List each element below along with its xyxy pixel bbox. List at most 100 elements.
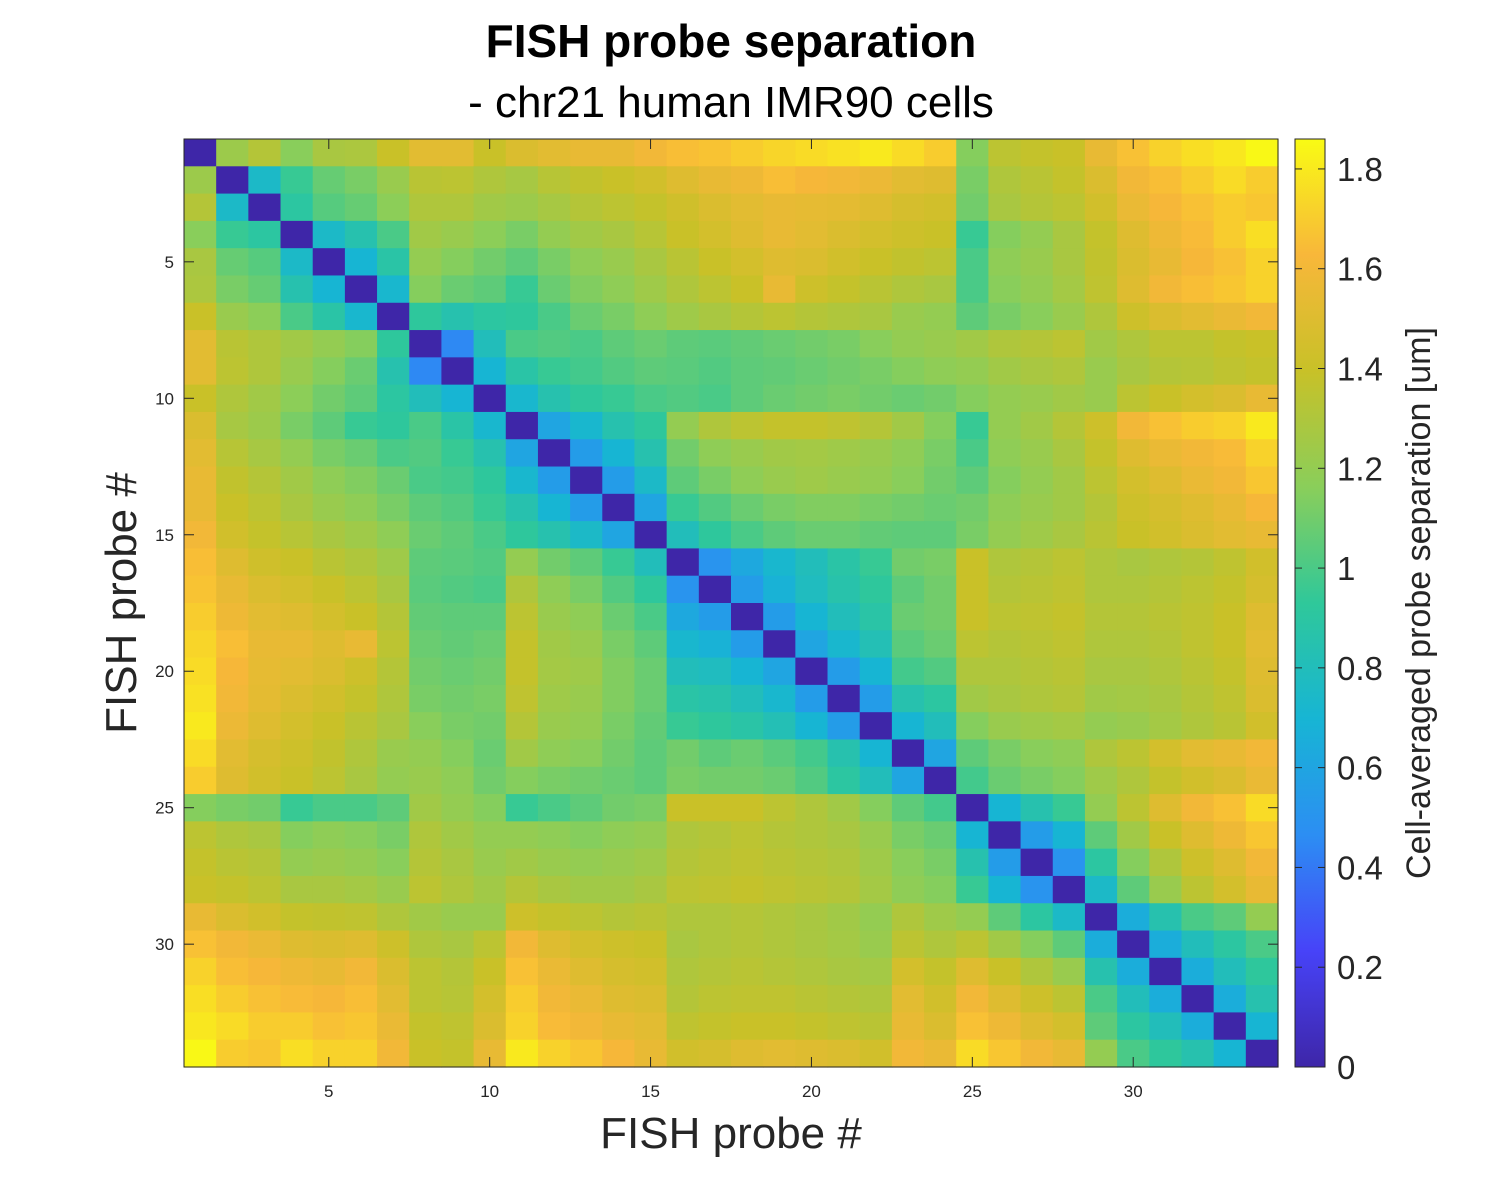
heatmap-cell [570,657,603,686]
heatmap-cell [1020,139,1054,167]
heatmap-cell [731,139,764,167]
heatmap-cell [795,712,829,741]
heatmap-cell [666,766,700,795]
heatmap-cell [763,739,796,768]
heatmap-cell [634,302,668,331]
heatmap-cell [859,794,893,822]
heatmap-cell [248,248,282,277]
heatmap-cell [859,766,893,795]
heatmap-cell [1213,139,1247,167]
heatmap-cell [859,411,893,440]
heatmap-cell [1149,521,1183,550]
heatmap-cell [1181,985,1215,1014]
heatmap-cell [473,384,507,413]
heatmap-cell [570,357,603,386]
heatmap-cell [1020,766,1054,795]
heatmap-cell [1117,302,1150,331]
heatmap-cell [602,1039,636,1068]
heatmap-cell [344,657,378,686]
heatmap-cell [1020,466,1054,495]
heatmap-cell [537,657,571,686]
heatmap-cell [924,821,957,850]
heatmap-cell [1117,193,1150,222]
heatmap-cell [1181,166,1215,195]
heatmap-cell [1052,603,1086,631]
heatmap-cell [409,848,443,877]
heatmap-cell [763,821,796,850]
heatmap-cell [1181,875,1215,904]
heatmap-cell [1020,193,1054,222]
heatmap-cell [891,575,925,604]
heatmap-cell [312,821,346,850]
heatmap-cell [248,794,282,822]
heatmap-cell [859,220,893,249]
heatmap-cell [312,985,346,1014]
heatmap-cell [666,439,700,468]
heatmap-cell [859,275,893,304]
heatmap-cell [280,766,314,795]
heatmap-cell [441,930,475,959]
heatmap-cell [377,930,410,959]
heatmap-cell [505,657,539,686]
heatmap-cell [1052,821,1086,850]
heatmap-cell [441,521,475,550]
heatmap-cell [1181,930,1215,959]
heatmap-cell [441,248,475,277]
heatmap-cell [216,493,249,522]
heatmap-cell [570,248,603,277]
heatmap-cell [248,275,282,304]
heatmap-cell [827,930,861,959]
heatmap-cell [698,903,732,932]
heatmap-cell [988,384,1022,413]
heatmap-cell [1052,357,1086,386]
heatmap-cell [666,302,700,331]
heatmap-cell [827,466,861,495]
heatmap-cell [1020,794,1054,822]
heatmap-cell [1181,466,1215,495]
heatmap-cell [505,521,539,550]
heatmap-cell [924,275,957,304]
heatmap-cell [891,1012,925,1041]
heatmap-cell [409,193,443,222]
heatmap-cell [602,712,636,741]
heatmap-cell [1149,357,1183,386]
heatmap-cell [924,712,957,741]
heatmap-cell [1213,794,1247,822]
x-tick-label: 15 [641,1082,660,1101]
heatmap-cell [988,302,1022,331]
heatmap-cell [1213,275,1247,304]
heatmap-cell [1181,794,1215,822]
heatmap-cell [409,575,443,604]
heatmap-cell [1084,957,1118,986]
heatmap-cell [1181,439,1215,468]
heatmap-cell [537,903,571,932]
heatmap-cell [570,275,603,304]
heatmap-cell [1149,1012,1183,1041]
heatmap-cell [537,439,571,468]
heatmap-cell [1245,957,1279,986]
heatmap-cell [859,848,893,877]
heatmap-cell [731,466,764,495]
heatmap-cell [924,875,957,904]
heatmap-cell [537,248,571,277]
heatmap-cell [570,384,603,413]
heatmap-cell [891,875,925,904]
heatmap-cell [409,985,443,1014]
heatmap-cell [859,875,893,904]
heatmap-cell [1213,875,1247,904]
heatmap-cell [1117,848,1150,877]
heatmap-cell [1245,603,1279,631]
heatmap-cell [473,603,507,631]
heatmap-cell [634,275,668,304]
heatmap-cell [570,548,603,577]
heatmap-cell [312,521,346,550]
heatmap-cell [312,794,346,822]
heatmap-cell [924,411,957,440]
heatmap-cell [473,302,507,331]
heatmap-cell [956,739,990,768]
heatmap-cell [1181,957,1215,986]
heatmap-cell [602,411,636,440]
heatmap-cell [1245,302,1279,331]
heatmap-cell [988,575,1022,604]
heatmap-cell [344,575,378,604]
